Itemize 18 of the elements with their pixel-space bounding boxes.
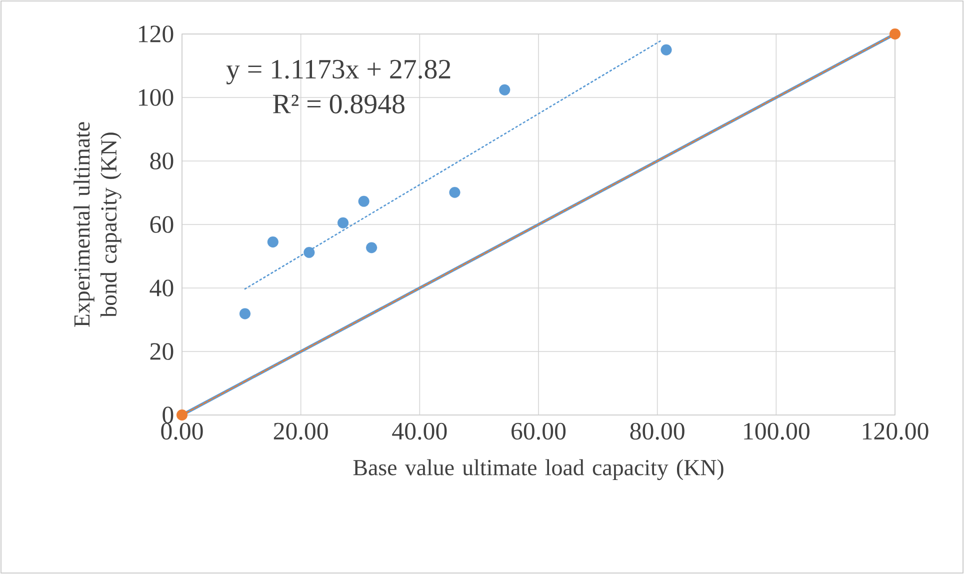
annotation: R² = 0.8948 bbox=[272, 94, 404, 114]
x-tick-label: 80.00 bbox=[630, 422, 684, 440]
y-axis-title: Experimental ultimate bond capacity (KN) bbox=[74, 122, 122, 327]
y-tick-label: 120 bbox=[138, 26, 174, 42]
y-tick-label: 20 bbox=[150, 343, 174, 360]
y-tick-label: 100 bbox=[138, 89, 174, 106]
x-tick-label: 60.00 bbox=[512, 422, 566, 440]
y-tick-label: 40 bbox=[150, 280, 174, 296]
x-tick-label: 100.00 bbox=[744, 422, 810, 440]
y-tick-label: 80 bbox=[150, 152, 174, 170]
y-tick-label: 0 bbox=[162, 406, 174, 424]
x-axis-title: Base value ultimate load capacity (KN) bbox=[353, 459, 724, 480]
y-tick-label: 60 bbox=[150, 216, 174, 233]
x-tick-label: 0.00 bbox=[161, 422, 203, 440]
annotation: y = 1.1173x + 27.82 bbox=[226, 60, 450, 84]
x-tick-label: 120.00 bbox=[862, 422, 928, 440]
x-tick-label: 40.00 bbox=[392, 422, 447, 440]
x-tick-label: 20.00 bbox=[274, 422, 328, 440]
